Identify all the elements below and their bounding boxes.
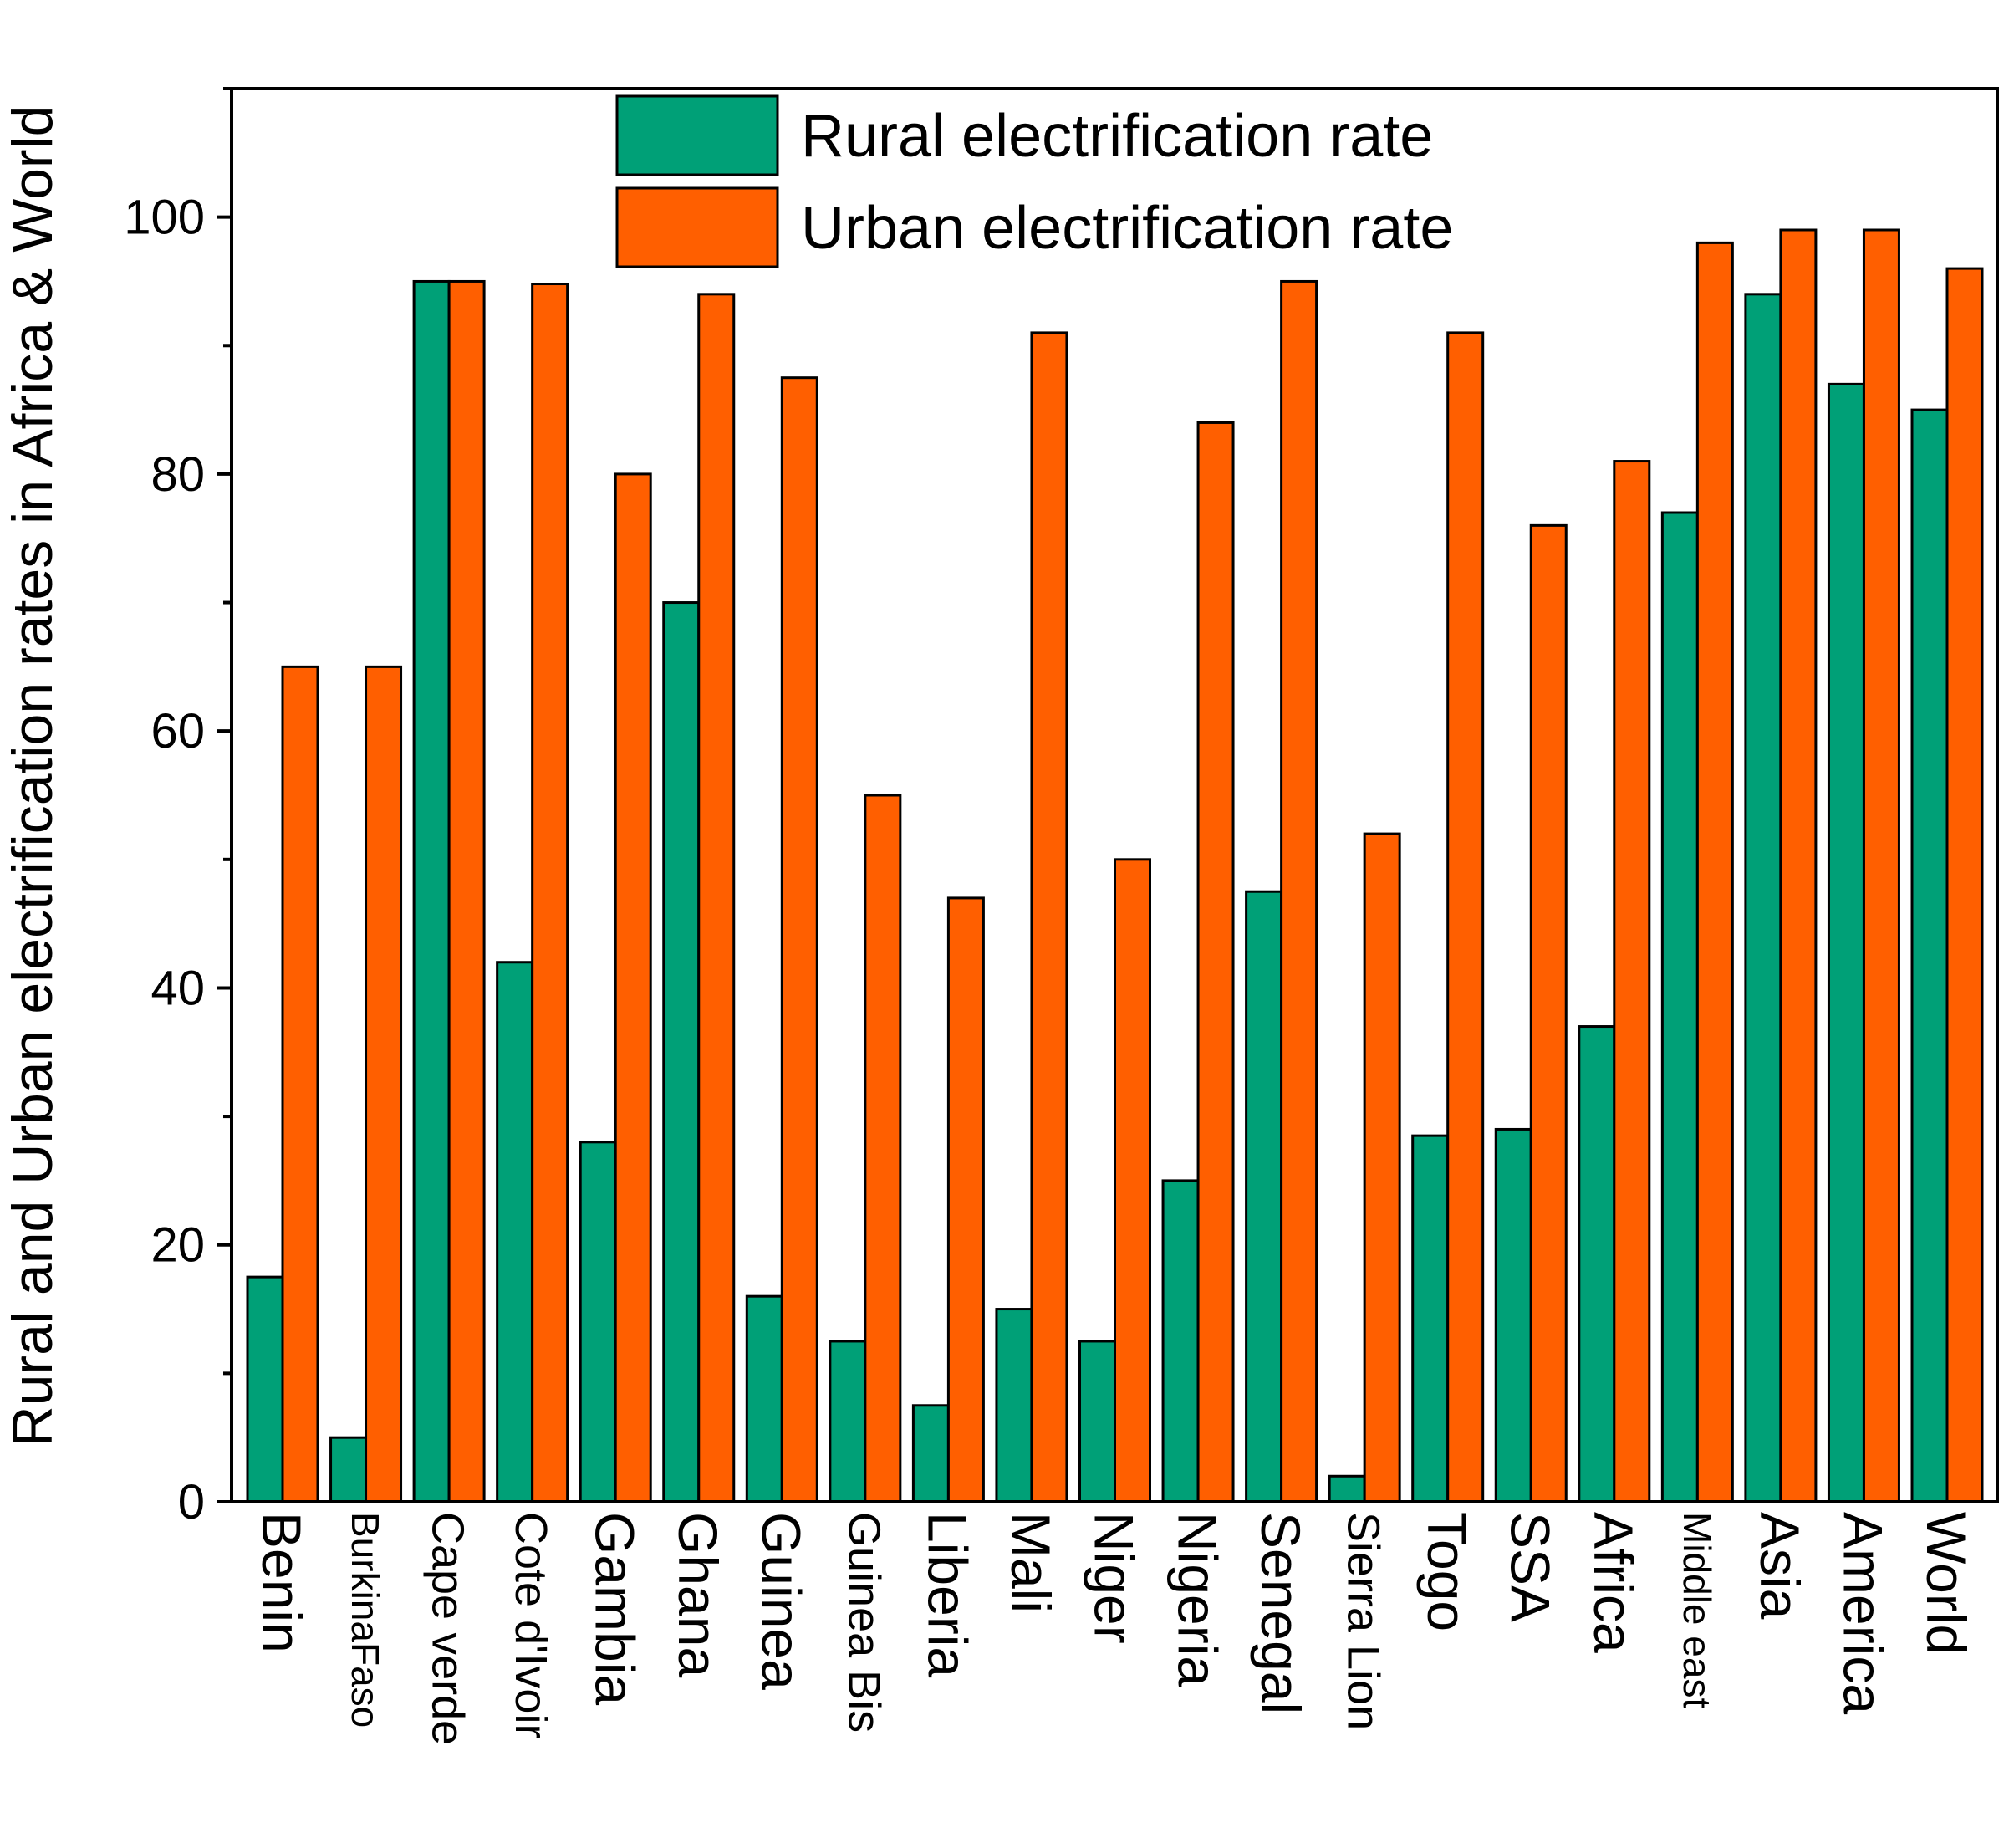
bar-urban-guinea: [780, 376, 818, 1503]
x-tick-label-guinea: Guinea: [751, 1512, 813, 1690]
bar-rural-burkinafaso: [329, 1436, 368, 1503]
bar-rural-asia: [1744, 293, 1782, 1503]
plot-frame: [230, 87, 1999, 1503]
bar-urban-guinea-bis: [864, 794, 902, 1503]
legend: Rural electrification rate Urban electri…: [615, 94, 1453, 268]
bar-urban-togo: [1446, 331, 1485, 1503]
x-tick-label-africa: Africa: [1583, 1512, 1644, 1653]
y-axis-label: Rural and Urban electrification rates in…: [1, 105, 64, 1447]
bar-urban-mali: [1030, 331, 1068, 1503]
bar-rural-mali: [995, 1308, 1033, 1503]
bar-urban-middle-east: [1695, 241, 1734, 1503]
bar-urban-ssa: [1529, 523, 1568, 1503]
bar-rural-guinea-bis: [829, 1340, 867, 1503]
bar-urban-niger: [1114, 858, 1151, 1503]
bar-urban-senegal: [1280, 279, 1318, 1503]
x-tick-label-benin: Benin: [251, 1512, 313, 1653]
bar-urban-africa: [1613, 460, 1651, 1503]
bar-rural-niger: [1078, 1340, 1116, 1503]
bar-urban-ghana: [697, 293, 736, 1503]
bar-rural-togo: [1411, 1134, 1450, 1503]
x-tick-label-sierra-lion: Sierra Lion: [1338, 1512, 1389, 1730]
legend-label-rural: Rural electrification rate: [801, 103, 1433, 170]
bar-urban-world: [1945, 267, 1984, 1503]
x-tick-label-liberia: Liberia: [917, 1512, 979, 1677]
bar-rural-benin: [246, 1275, 284, 1503]
bar-urban-liberia: [946, 896, 985, 1503]
bar-rural-liberia: [911, 1404, 950, 1503]
bar-rural-cape-verde: [412, 279, 451, 1503]
y-tick-label-80: 80: [150, 447, 205, 502]
y-tick-label-60: 60: [150, 704, 205, 758]
x-tick-label-america: America: [1833, 1512, 1894, 1714]
bar-rural-ssa: [1494, 1127, 1532, 1503]
legend-label-urban: Urban electrification rate: [801, 195, 1453, 262]
bar-rural-sierra-lion: [1328, 1474, 1366, 1503]
bar-rural-cote-d-ivoir: [496, 961, 534, 1503]
bar-urban-america: [1862, 228, 1900, 1503]
bar-urban-gambia: [614, 472, 652, 1503]
y-tick-label-20: 20: [150, 1218, 205, 1273]
bar-rural-guinea: [745, 1294, 783, 1503]
x-tick-label-ssa: SSA: [1499, 1512, 1561, 1622]
x-tick-label-senegal: Senegal: [1250, 1512, 1312, 1714]
legend-swatch-rural: [615, 94, 779, 176]
y-tick-label-0: 0: [178, 1475, 205, 1529]
bar-rural-africa: [1578, 1025, 1616, 1503]
bar-urban-cote-d-ivoir: [531, 283, 569, 1503]
bar-rural-ghana: [662, 601, 701, 1503]
bar-urban-nigeria: [1196, 421, 1235, 1503]
bars-group: [246, 228, 1984, 1503]
x-tick-label-asia: Asia: [1749, 1512, 1811, 1620]
bar-urban-burkinafaso: [365, 665, 403, 1503]
x-tick-label-gambia: Gambia: [584, 1512, 645, 1705]
legend-swatch-urban: [615, 186, 779, 268]
x-tick-label-togo: Togo: [1416, 1512, 1478, 1631]
x-tick-label-guinea-bis: Guinea Bis: [839, 1512, 889, 1733]
bar-rural-america: [1827, 382, 1865, 1503]
bar-urban-asia: [1779, 228, 1818, 1503]
x-tick-label-ghana: Ghana: [667, 1512, 729, 1677]
bar-rural-gambia: [579, 1141, 617, 1503]
bar-rural-world: [1910, 408, 1949, 1503]
x-tick-label-burkinafaso: BurkinaFaso: [344, 1512, 387, 1728]
x-tick-label-cape-verde: Cape verde: [423, 1512, 473, 1745]
x-tick-label-middle-east: Middle east: [1675, 1512, 1719, 1708]
bar-rural-nigeria: [1161, 1179, 1200, 1503]
bar-urban-sierra-lion: [1363, 832, 1401, 1503]
x-tick-label-niger: Niger: [1084, 1512, 1145, 1644]
x-tick-label-cote-d-ivoir: Cote d'Ivoir: [506, 1512, 556, 1738]
bar-rural-senegal: [1245, 890, 1283, 1503]
bar-rural-middle-east: [1660, 511, 1699, 1503]
y-tick-label-100: 100: [124, 191, 205, 245]
bar-urban-benin: [281, 665, 319, 1503]
x-axis-labels: Benin BurkinaFaso Cape verde Cote d'Ivoir Ga…: [251, 1512, 1977, 1745]
y-axis-ticks: 0 20 40 60 80 100: [124, 87, 232, 1529]
bar-urban-cape-verde: [447, 279, 486, 1503]
x-tick-label-nigeria: Nigeria: [1166, 1512, 1228, 1687]
x-tick-label-world: World: [1915, 1512, 1977, 1655]
y-tick-label-40: 40: [150, 961, 205, 1015]
x-tick-label-mali: Mali: [1000, 1512, 1062, 1613]
